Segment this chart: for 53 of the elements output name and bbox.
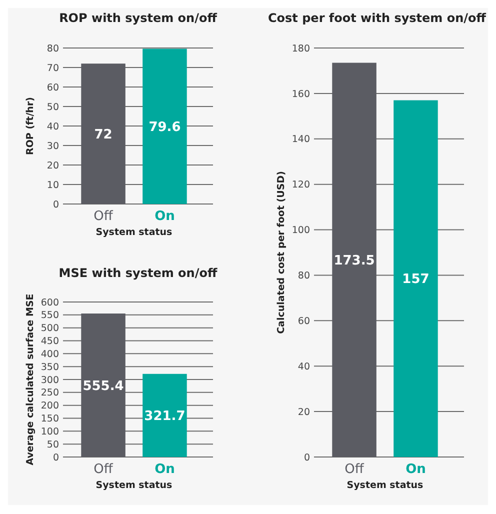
- x-tick-label: Off: [94, 209, 114, 224]
- y-tick-label: 40: [46, 121, 59, 132]
- x-tick-label: Off: [94, 462, 114, 477]
- y-tick-label: 180: [292, 43, 310, 54]
- y-tick-label: 30: [46, 140, 59, 152]
- y-tick-label: 0: [52, 199, 59, 210]
- y-tick-label: 10: [46, 180, 59, 191]
- y-tick-label: 60: [46, 82, 59, 94]
- y-axis-title: Calculated cost per foot (USD): [276, 171, 287, 334]
- y-tick-label: 400: [40, 348, 59, 360]
- y-tick-label: 500: [40, 323, 59, 334]
- y-tick-label: 350: [40, 362, 59, 373]
- chart-title: ROP with system on/off: [59, 11, 218, 25]
- y-axis-title: ROP (ft/hr): [25, 97, 36, 155]
- x-axis-title: System status: [96, 480, 173, 491]
- y-tick-label: 250: [40, 388, 59, 399]
- y-tick-label: 70: [46, 62, 59, 74]
- x-tick-label: On: [406, 462, 426, 477]
- data-label: 72: [94, 127, 112, 142]
- y-tick-label: 450: [40, 336, 59, 348]
- x-axis-title: System status: [346, 480, 424, 491]
- chart-title: MSE with system on/off: [58, 266, 218, 280]
- data-label: 79.6: [148, 120, 181, 135]
- y-tick-label: 0: [52, 452, 59, 464]
- y-tick-label: 20: [298, 406, 310, 418]
- x-axis-title: System status: [96, 227, 173, 238]
- y-tick-label: 100: [40, 426, 59, 438]
- x-tick-label: Off: [344, 462, 365, 477]
- y-axis-title: Average calculated surface MSE: [25, 294, 36, 466]
- y-tick-label: 160: [292, 88, 310, 100]
- y-tick-label: 140: [292, 134, 310, 146]
- data-label: 173.5: [334, 253, 375, 268]
- chart-title: Cost per foot with system on/off: [268, 11, 486, 25]
- data-label: 157: [402, 272, 430, 288]
- y-tick-label: 150: [40, 414, 59, 425]
- data-label: 321.7: [144, 408, 186, 424]
- y-tick-label: 60: [298, 316, 310, 327]
- y-tick-label: 600: [40, 297, 59, 308]
- y-tick-label: 0: [304, 452, 310, 464]
- y-tick-label: 80: [298, 270, 310, 282]
- x-tick-label: On: [154, 209, 175, 224]
- y-tick-label: 50: [46, 439, 59, 450]
- y-tick-label: 20: [46, 160, 59, 172]
- y-tick-label: 80: [46, 43, 59, 54]
- y-tick-label: 50: [46, 102, 59, 113]
- y-tick-label: 120: [292, 180, 310, 191]
- y-tick-label: 200: [40, 400, 59, 412]
- data-label: 555.4: [82, 378, 124, 394]
- y-tick-label: 100: [292, 225, 310, 236]
- y-tick-label: 40: [298, 361, 310, 372]
- x-tick-label: On: [154, 462, 175, 477]
- y-tick-label: 550: [40, 310, 59, 322]
- y-tick-label: 300: [40, 374, 59, 386]
